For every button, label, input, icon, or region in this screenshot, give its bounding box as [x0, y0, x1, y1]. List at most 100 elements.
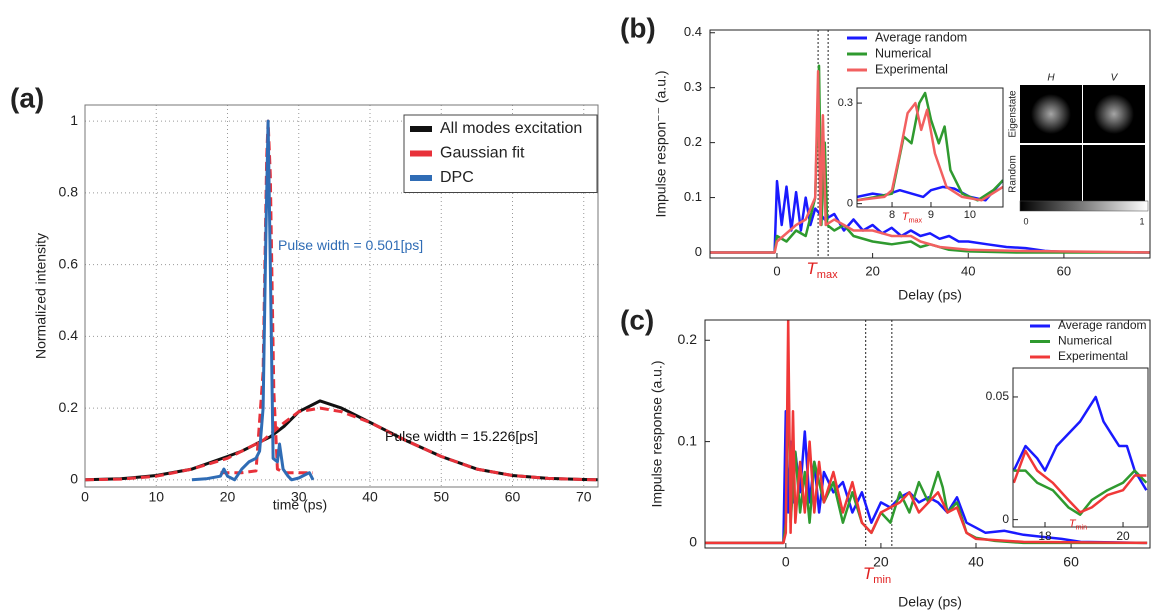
- x-tick-label: 8: [889, 209, 895, 221]
- y-tick-label: 0.05: [986, 389, 1010, 403]
- plot-background: [857, 88, 1003, 207]
- annotation-subscript: min: [1076, 523, 1088, 531]
- x-tick-label: 10: [148, 489, 164, 505]
- y-axis-label: Impulse respon⁻⁻ (a.u.): [653, 70, 669, 217]
- plot-frame: [704, 319, 1151, 549]
- annotation-subscript: min: [873, 574, 891, 586]
- y-tick-label: 0.3: [684, 79, 702, 94]
- x-tick-label: 40: [968, 554, 984, 570]
- x-tick-label: 10: [964, 209, 976, 221]
- x-tick-label: 0: [782, 554, 790, 570]
- x-tick-label: 20: [220, 489, 236, 505]
- legend-label: Gaussian fit: [440, 145, 525, 162]
- x-tick-label: 20: [873, 554, 889, 570]
- image-tile: [1083, 145, 1145, 203]
- annotation-text: T: [1069, 518, 1077, 530]
- legend-label: Average random: [875, 30, 967, 44]
- x-tick-label: 60: [505, 489, 521, 505]
- x-tick-label: 18: [1038, 529, 1052, 543]
- colorbar-tick-label: 0: [1023, 216, 1028, 226]
- plot-frame: [709, 29, 1151, 259]
- x-axis-label: time (ps): [273, 497, 327, 513]
- y-tick-label: 0.2: [59, 399, 79, 415]
- legend-label: Experimental: [875, 62, 948, 76]
- annotation: Pulse width = 15.226[ps]: [385, 428, 538, 444]
- legend-label: Experimental: [1058, 349, 1128, 363]
- series-line: [705, 320, 1148, 545]
- x-tick-label: 0: [81, 489, 89, 505]
- y-tick-label: 0.1: [678, 432, 698, 448]
- annotation: Tmin: [1069, 518, 1087, 531]
- x-tick-label: 9: [928, 209, 934, 221]
- series-line: [710, 69, 1150, 254]
- x-tick-label: 50: [433, 489, 449, 505]
- annotation-subscript: max: [909, 216, 923, 224]
- x-tick-label: 40: [961, 263, 975, 278]
- annotation: Tmax: [806, 259, 838, 281]
- series-line: [1013, 449, 1147, 514]
- series-line: [191, 119, 315, 482]
- panel-label: (a): [10, 82, 44, 113]
- x-tick-label: 0: [773, 263, 780, 278]
- plot-frame: [84, 104, 599, 488]
- y-tick-label: 0: [70, 471, 78, 487]
- annotation-text: T: [902, 211, 910, 223]
- x-axis-label: Delay (ps): [898, 287, 962, 303]
- image-column-label: H: [1047, 73, 1055, 84]
- y-tick-label: 1: [70, 112, 78, 128]
- y-tick-label: 0.4: [684, 24, 702, 39]
- series-line: [1013, 395, 1148, 491]
- panel-label: (c): [620, 304, 654, 335]
- annotation: Tmin: [863, 564, 891, 586]
- legend-label: Average random: [1058, 318, 1147, 332]
- legend-box: [403, 114, 598, 193]
- annotation-text: T: [863, 564, 875, 583]
- y-tick-label: 0.2: [678, 331, 698, 347]
- image-swirl: [1031, 94, 1071, 134]
- x-axis-label: Delay (ps): [898, 594, 962, 610]
- x-tick-label: 20: [865, 263, 879, 278]
- legend-label: DPC: [440, 169, 474, 186]
- series-line: [857, 101, 1003, 202]
- y-axis-label: Impulse response (a.u.): [649, 360, 665, 507]
- y-tick-label: 0: [1002, 512, 1009, 526]
- legend-label: Numerical: [1058, 334, 1112, 348]
- annotation-subscript: max: [817, 269, 838, 281]
- y-axis-label: Normalized intensity: [33, 233, 49, 359]
- legend-label: Numerical: [875, 46, 931, 60]
- y-tick-label: 0: [689, 534, 697, 550]
- y-tick-label: 0.6: [59, 255, 79, 271]
- annotation-text: T: [806, 259, 818, 278]
- panel-label: (b): [620, 12, 656, 43]
- image-row-label: Random: [1008, 155, 1019, 193]
- x-tick-label: 20: [1116, 529, 1130, 543]
- legend-label: All modes excitation: [440, 120, 582, 137]
- y-tick-label: 0.4: [59, 327, 79, 343]
- y-tick-label: 0: [847, 198, 853, 210]
- image-swirl: [1094, 94, 1134, 134]
- x-tick-label: 40: [362, 489, 378, 505]
- colorbar: [1019, 200, 1149, 212]
- plot-background: [1013, 368, 1148, 527]
- image-tile: [1020, 145, 1082, 203]
- image-column-label: V: [1111, 73, 1119, 84]
- series-line: [1013, 469, 1148, 516]
- x-tick-label: 60: [1057, 263, 1071, 278]
- annotation: Tmax: [902, 211, 923, 224]
- x-tick-label: 30: [291, 489, 307, 505]
- series-line: [710, 179, 1150, 254]
- plot-frame: [856, 87, 1004, 208]
- y-tick-label: 0.1: [684, 189, 702, 204]
- plot-frame: [1012, 367, 1149, 528]
- y-tick-label: 0.2: [684, 134, 702, 149]
- x-tick-label: 60: [1063, 554, 1079, 570]
- y-tick-label: 0.8: [59, 184, 79, 200]
- annotation: Pulse width = 0.501[ps]: [278, 237, 423, 253]
- annotation-text: Pulse width = 15.226[ps]: [385, 428, 538, 444]
- y-tick-label: 0.3: [838, 97, 853, 109]
- annotation-text: Pulse width = 0.501[ps]: [278, 237, 423, 253]
- colorbar-tick-label: 1: [1139, 216, 1144, 226]
- series-line: [85, 406, 598, 482]
- y-tick-label: 0: [695, 244, 702, 259]
